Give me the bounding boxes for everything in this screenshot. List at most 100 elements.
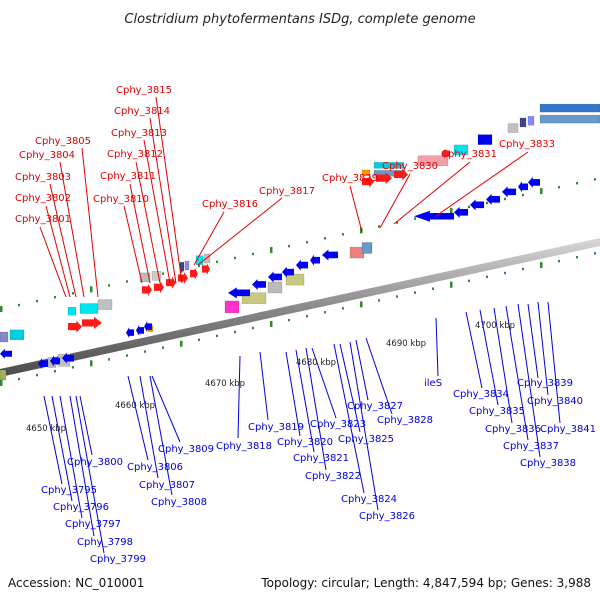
gene-arrow — [166, 276, 176, 289]
tick-mark — [72, 292, 74, 295]
gene-label: Cphy_3837 — [503, 441, 559, 452]
gene-label: Cphy_3816 — [202, 199, 258, 210]
leader-line — [123, 205, 143, 284]
tick-mark — [306, 240, 308, 244]
gene-label: Cphy_3803 — [15, 172, 71, 183]
tick-mark — [108, 284, 110, 287]
tick-mark — [468, 205, 470, 209]
tick-mark — [522, 193, 524, 197]
leader-line — [69, 395, 95, 537]
tick-mark — [576, 182, 578, 185]
gene-box — [184, 260, 190, 271]
gene-box — [139, 272, 151, 283]
gene-arrow — [0, 348, 12, 359]
gene-arrow — [126, 327, 134, 339]
gene-label: Cphy_3823 — [310, 419, 366, 430]
tick-mark — [342, 307, 344, 310]
leader-line — [517, 303, 541, 458]
gene-box — [453, 144, 469, 156]
leader-line — [129, 183, 151, 284]
gene-label: Cphy_3834 — [453, 389, 509, 400]
leader-line — [547, 301, 561, 424]
tick-mark — [54, 296, 56, 299]
leader-line — [493, 307, 513, 424]
leader-line — [43, 395, 63, 485]
tick-mark — [396, 221, 398, 224]
tick-mark — [450, 207, 453, 214]
gene-label: Cphy_3817 — [259, 186, 315, 197]
gene-label: Cphy_3796 — [53, 502, 109, 513]
tick-mark — [162, 346, 164, 349]
tick-mark — [522, 267, 524, 271]
tick-mark — [324, 237, 326, 240]
gene-label: Cphy_3840 — [527, 396, 583, 407]
top-gene-labels: Cphy_3801 Cphy_3802 Cphy_3803 Cphy_3804 … — [15, 85, 555, 225]
gene-box — [477, 134, 493, 145]
gene-label: Cphy_3819 — [248, 422, 304, 433]
leader-line — [139, 375, 159, 479]
gene-arrow — [38, 358, 48, 370]
leader-line — [355, 339, 369, 401]
tick-mark — [378, 299, 380, 302]
gene-box — [9, 329, 25, 341]
tick-mark — [216, 260, 218, 264]
tick-mark — [414, 291, 416, 294]
gene-label: Cphy_3814 — [114, 106, 170, 117]
leader-line — [333, 343, 365, 494]
kbp-markers: 4650 kbp 4660 kbp 4670 kbp 4680 kbp 4690… — [26, 321, 515, 434]
leader-line — [79, 395, 93, 456]
leader-line — [365, 337, 393, 415]
kbp-marker: 4700 kbp — [475, 321, 515, 331]
gene-label: Cphy_3813 — [111, 128, 167, 139]
leader-line — [479, 309, 499, 406]
tick-mark — [252, 252, 254, 256]
tick-mark — [450, 281, 453, 288]
gene-label: Cphy_3801 — [15, 214, 71, 225]
gene-box — [241, 292, 267, 304]
gene-label: Cphy_3805 — [35, 136, 91, 147]
gene-label: Cphy_3822 — [305, 471, 361, 482]
tick-mark — [504, 271, 506, 275]
genome-info-text: Topology: circular; Length: 4,847,594 bp… — [260, 576, 591, 590]
gene-label: Cphy_3812 — [107, 149, 163, 160]
leader-line — [81, 147, 99, 298]
gene-label: Cphy_3800 — [67, 457, 123, 468]
leader-line — [393, 161, 471, 225]
tick-mark — [576, 256, 578, 259]
gene-box — [539, 114, 600, 124]
gene-label: Cphy_3821 — [293, 453, 349, 464]
leader-line — [135, 161, 161, 284]
tick-mark — [378, 225, 380, 228]
gene-arrow — [442, 148, 450, 159]
leader-line — [537, 301, 549, 396]
gene-arrow — [322, 249, 338, 261]
gene-label: Cphy_3797 — [65, 519, 121, 530]
tick-mark — [288, 244, 290, 248]
tick-mark — [414, 217, 416, 220]
tick-mark — [468, 279, 470, 283]
leader-line — [197, 197, 283, 266]
gene-label: Cphy_3829 — [322, 173, 378, 184]
gene-label: Cphy_3838 — [520, 458, 576, 469]
leader-line — [75, 395, 105, 554]
tick-mark — [144, 350, 146, 353]
gene-label: Cphy_3835 — [469, 406, 525, 417]
tick-mark — [504, 197, 506, 201]
leader-line — [311, 347, 337, 419]
gene-arrow — [50, 355, 60, 367]
gene-label: Cphy_3818 — [216, 441, 272, 452]
gene-arrow — [154, 281, 164, 294]
gene-box — [373, 162, 405, 169]
tick-mark — [540, 188, 543, 195]
gene-box — [97, 299, 113, 310]
tick-mark — [432, 287, 434, 290]
tick-mark — [198, 264, 200, 267]
gene-arrow — [68, 320, 82, 333]
gene-arrow — [144, 321, 152, 333]
gene-label: Cphy_3839 — [517, 378, 573, 389]
gene-box — [417, 155, 449, 166]
kbp-marker: 4650 kbp — [26, 424, 66, 434]
gene-arrow — [528, 176, 540, 188]
tick-mark — [288, 318, 290, 322]
